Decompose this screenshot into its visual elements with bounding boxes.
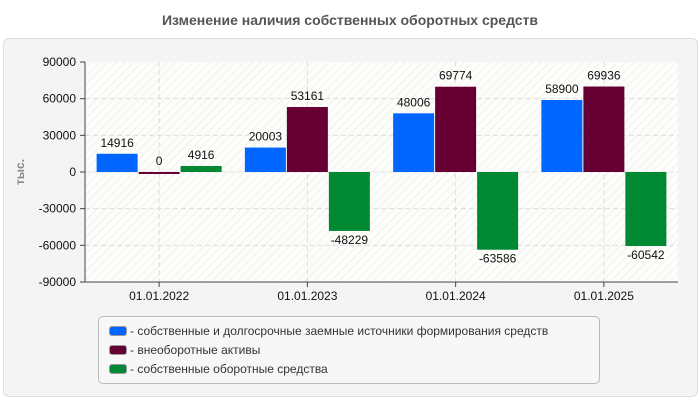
bar — [328, 172, 370, 231]
data-label: 58900 — [545, 82, 579, 96]
legend-label: - внеоборотные активы — [130, 342, 261, 357]
bar — [96, 153, 138, 172]
chart-title: Изменение наличия собственных оборотных … — [161, 12, 539, 28]
bar — [477, 172, 519, 250]
bar — [435, 86, 477, 172]
y-tick-label: 30000 — [43, 128, 77, 142]
data-label: 4916 — [188, 148, 215, 162]
y-tick-label: -30000 — [39, 202, 77, 216]
legend-swatch — [109, 344, 127, 355]
data-label: 69936 — [587, 69, 621, 83]
bar — [286, 107, 328, 172]
bar — [393, 113, 435, 172]
y-tick-label: -60000 — [39, 238, 77, 252]
y-tick-label: 0 — [69, 165, 76, 179]
x-tick-label: 01.01.2024 — [426, 289, 486, 303]
legend-item: - внеоборотные активы — [109, 340, 599, 359]
legend: - собственные и долгосрочные заемные ист… — [98, 316, 600, 384]
data-label: -48229 — [331, 233, 369, 247]
bar — [541, 100, 583, 172]
legend-item: - собственные оборотные средства — [109, 359, 599, 378]
y-tick-label: -90000 — [39, 275, 77, 289]
x-tick-label: 01.01.2025 — [574, 289, 634, 303]
data-label: 14916 — [100, 136, 134, 150]
data-label: 53161 — [291, 89, 325, 103]
data-label: -60542 — [627, 248, 665, 262]
data-label: 0 — [156, 154, 163, 168]
legend-label: - собственные оборотные средства — [130, 361, 328, 376]
y-tick-label: 60000 — [43, 92, 77, 106]
bar — [625, 172, 667, 246]
data-label: -63586 — [479, 252, 517, 266]
data-label: 48006 — [397, 95, 431, 109]
bar — [180, 165, 222, 172]
data-label: 69774 — [439, 69, 473, 83]
x-tick-label: 01.01.2023 — [277, 289, 337, 303]
bar — [244, 147, 286, 172]
legend-label: - собственные и долгосрочные заемные ист… — [130, 323, 549, 338]
y-tick-label: 90000 — [43, 55, 77, 69]
legend-item: - собственные и долгосрочные заемные ист… — [109, 321, 599, 340]
y-axis-label: тыс. — [13, 159, 27, 185]
bar — [138, 172, 180, 174]
legend-swatch — [109, 325, 127, 336]
legend-swatch — [109, 363, 127, 374]
bar — [583, 86, 625, 172]
data-label: 20003 — [249, 130, 283, 144]
x-tick-label: 01.01.2022 — [129, 289, 189, 303]
